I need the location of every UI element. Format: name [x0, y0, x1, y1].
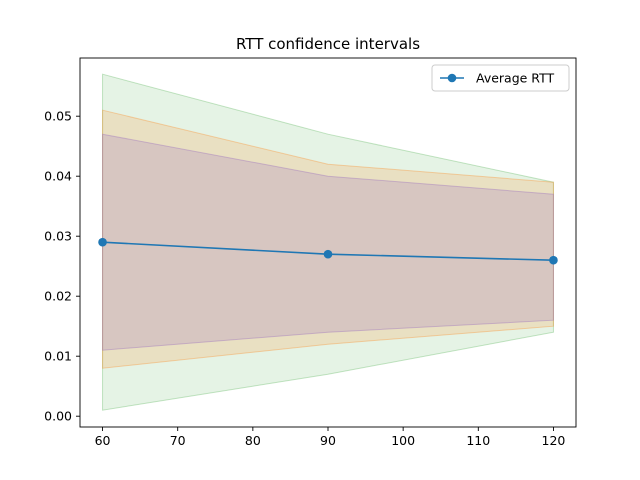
legend-label: Average RTT: [476, 71, 554, 86]
x-tick-label: 100: [391, 433, 415, 448]
x-tick-label: 80: [245, 433, 261, 448]
series-layer: [98, 237, 558, 265]
x-tick-label: 60: [95, 433, 111, 448]
chart-title: RTT confidence intervals: [236, 35, 420, 53]
x-tick-label: 120: [542, 433, 566, 448]
x-tick-label: 110: [466, 433, 490, 448]
y-tick-label: 0.02: [44, 289, 72, 304]
data-point: [323, 249, 333, 259]
confidence-bands: [102, 73, 554, 411]
x-tick-label: 90: [320, 433, 336, 448]
legend: Average RTT: [431, 64, 570, 92]
confidence-band-1: [102, 73, 554, 411]
confidence-band-3: [102, 133, 554, 351]
axes: 60 70 80 90 100 110 120 0.00 0.01 0.02 0.03 0.04 0.0…: [44, 57, 577, 448]
legend-marker: [447, 73, 457, 83]
confidence-band-2: [102, 109, 554, 369]
data-point: [98, 237, 107, 247]
x-tick-label: 70: [170, 433, 186, 448]
y-tick-label: 0.04: [44, 169, 72, 184]
y-tick-label: 0.00: [44, 409, 72, 424]
y-tick-label: 0.01: [44, 349, 72, 364]
legend-box: [431, 64, 570, 92]
data-point: [549, 255, 558, 265]
y-tick-label: 0.05: [44, 109, 72, 124]
y-tick-label: 0.03: [44, 229, 72, 244]
